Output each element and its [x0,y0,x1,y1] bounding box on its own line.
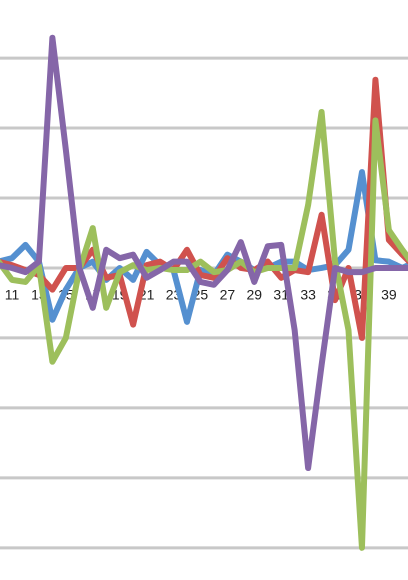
x-tick-label: 39 [381,287,397,303]
x-tick-label: 29 [246,287,262,303]
series-line [0,108,408,551]
series-line [0,169,408,325]
x-tick-label: 33 [300,287,316,303]
x-tick-label: 11 [5,287,20,303]
series-line [0,34,408,472]
x-tick-label: 27 [220,287,236,303]
x-tick-label: 31 [273,287,289,303]
